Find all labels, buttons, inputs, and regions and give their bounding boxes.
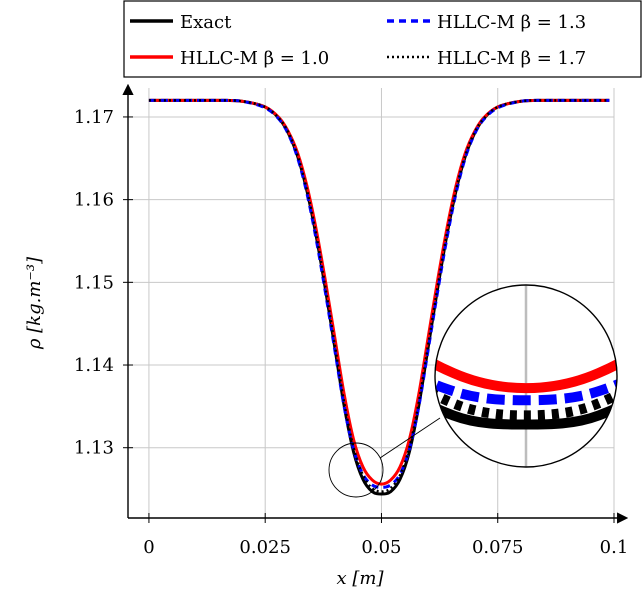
zoom-connector [379,417,441,459]
x-tick-label: 0.075 [472,537,524,558]
legend-label-beta-1-7: HLLC-M β = 1.7 [437,48,586,69]
legend-box [123,0,642,78]
legend-label-beta-1-3: HLLC-M β = 1.3 [437,12,586,33]
axes [122,83,629,524]
y-tick-label: 1.16 [74,190,114,211]
legend-label-beta-1-0: HLLC-M β = 1.0 [180,48,329,69]
x-tick-label: 0.025 [239,537,291,558]
y-axis-title: ρ [kg.m⁻³] [24,256,45,350]
inset-series-exact [435,285,617,430]
zoom-region-marker [328,442,384,498]
x-tick-label: 0.1 [600,537,629,558]
x-tick-label: 0.05 [361,537,401,558]
x-axis-title: x [m] [337,568,385,589]
inset-series-hllc-m-beta-1-7 [435,285,617,421]
x-tick-label: 0 [143,537,154,558]
y-tick-label: 1.15 [74,272,114,293]
legend-label-exact: Exact [180,12,232,33]
y-tick-label: 1.14 [74,355,114,376]
legend: Exact HLLC-M β = 1.3 HLLC-M β = 1.0 HLLC… [123,0,642,78]
series-hllc-m-beta-1-3 [148,98,610,489]
zoom-inset [434,284,618,468]
inset-series-hllc-m-beta-1-3 [435,285,617,406]
inset-series-hllc-m-beta-1-0 [435,285,617,394]
ticks: 0 0.025 0.05 0.075 0.1 1.13 1.14 1.15 1.16 1.17 [74,107,628,558]
y-tick-label: 1.17 [74,107,114,128]
series-layer [148,98,610,496]
zoom-inset-border [434,284,618,468]
y-tick-label: 1.13 [74,438,114,459]
